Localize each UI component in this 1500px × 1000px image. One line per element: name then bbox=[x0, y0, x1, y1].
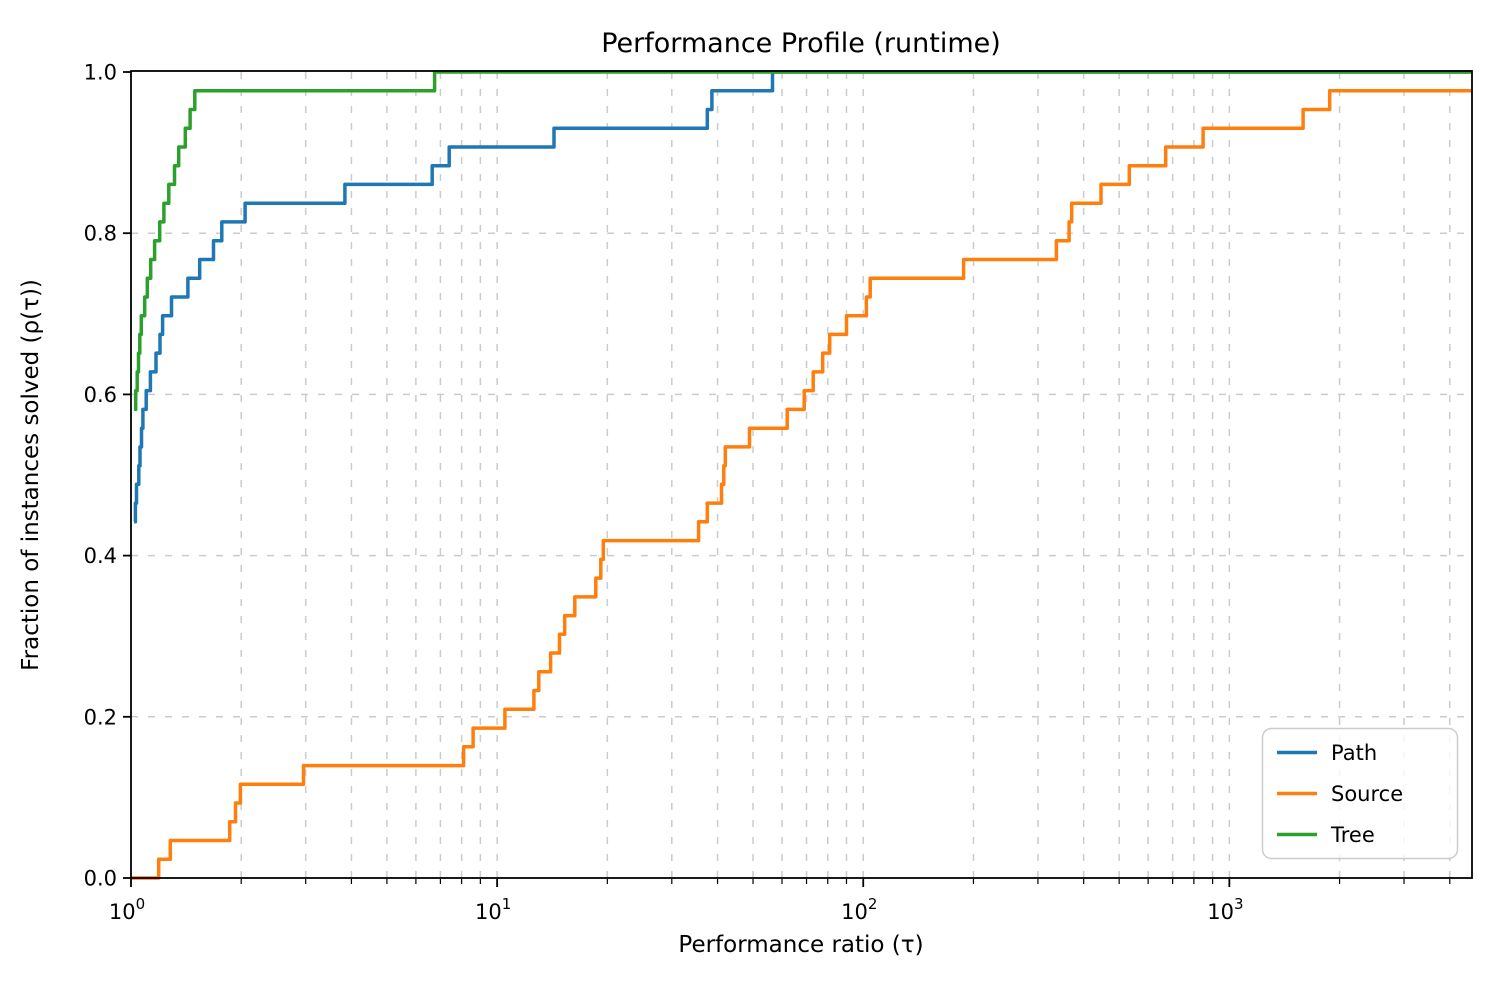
chart-title: Performance Profile (runtime) bbox=[601, 28, 1001, 59]
y-axis-label: Fraction of instances solved (ρ(τ)) bbox=[18, 279, 44, 671]
y-tick-label: 0.0 bbox=[84, 867, 117, 891]
x-tick-label: 103 bbox=[1207, 895, 1243, 924]
plot-area-border bbox=[130, 70, 1473, 879]
legend-item-source: Source bbox=[1277, 782, 1403, 806]
legend-item-path: Path bbox=[1277, 741, 1377, 765]
y-tick-label: 0.8 bbox=[84, 222, 117, 246]
x-tick-label: 102 bbox=[841, 895, 877, 924]
legend-item-tree: Tree bbox=[1277, 823, 1375, 847]
series-line-tree bbox=[133, 70, 1472, 412]
series-layer bbox=[131, 70, 1472, 880]
y-tick-label: 0.6 bbox=[84, 383, 117, 407]
x-tick-label: 101 bbox=[475, 895, 511, 924]
x-tick-label: 100 bbox=[109, 895, 145, 924]
y-tick-label: 1.0 bbox=[84, 61, 117, 85]
x-axis-label: Performance ratio (τ) bbox=[678, 932, 923, 958]
axes-spines bbox=[130, 70, 1473, 879]
legend-label-path: Path bbox=[1331, 741, 1377, 765]
series-line-path bbox=[133, 70, 1472, 524]
y-tick-label: 0.2 bbox=[84, 705, 117, 729]
legend: Path Source Tree bbox=[1261, 727, 1459, 860]
legend-label-source: Source bbox=[1331, 782, 1403, 806]
y-tick-label: 0.4 bbox=[84, 544, 117, 568]
grid-layer bbox=[131, 72, 1472, 878]
legend-box bbox=[1261, 727, 1459, 860]
series-line-source bbox=[131, 89, 1472, 880]
legend-label-tree: Tree bbox=[1330, 823, 1375, 847]
tick-layer: 100 101 102 103 0.0 0.2 0.4 0.6 0.8 1.0 bbox=[84, 61, 1451, 924]
